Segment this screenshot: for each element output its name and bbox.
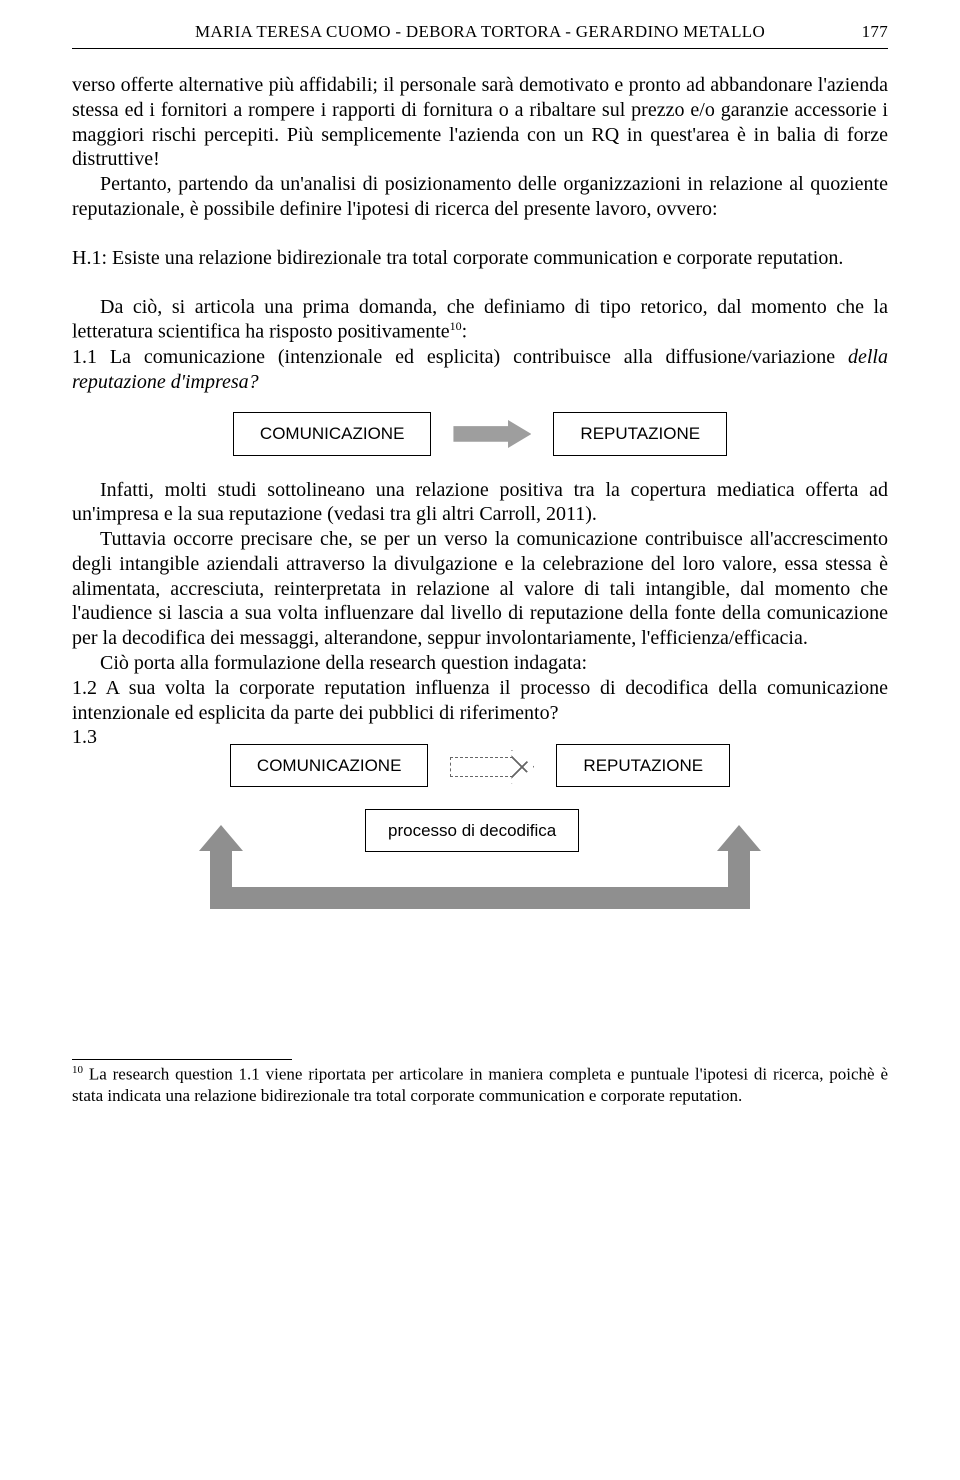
question-1-2: 1.2 A sua volta la corporate reputation …	[72, 676, 888, 726]
paragraph-3: Da ciò, si articola una prima domanda, c…	[72, 295, 888, 345]
page-number: 177	[862, 22, 888, 42]
diagram-1: COMUNICAZIONE REPUTAZIONE	[72, 412, 888, 455]
header-authors: MARIA TERESA CUOMO - DEBORA TORTORA - GE…	[195, 22, 765, 41]
arrow-right-solid-icon	[453, 420, 531, 448]
feedback-loop: processo di decodifica	[170, 809, 790, 929]
arrow-right-dashed-icon	[450, 750, 534, 782]
paragraph-6: Ciò porta alla formulazione della resear…	[72, 651, 888, 676]
body: verso offerte alternative più affidabili…	[72, 73, 888, 929]
paragraph-5: Tuttavia occorre precisare che, se per u…	[72, 527, 888, 651]
arrow-up-left-icon	[199, 825, 243, 851]
footnote-rule	[72, 1059, 292, 1060]
running-header: MARIA TERESA CUOMO - DEBORA TORTORA - GE…	[72, 22, 888, 44]
paragraph-1: verso offerte alternative più affidabili…	[72, 73, 888, 172]
arrow-up-right-icon	[717, 825, 761, 851]
diagram1-box-left: COMUNICAZIONE	[233, 412, 432, 455]
header-rule	[72, 48, 888, 49]
diagram1-box-right: REPUTAZIONE	[553, 412, 727, 455]
footnote-ref-10: 10	[450, 319, 462, 333]
question-1-1: 1.1 La comunicazione (intenzionale ed es…	[72, 345, 888, 395]
footnote-10: 10 La research question 1.1 viene riport…	[72, 1064, 888, 1106]
diagram2-box-right: REPUTAZIONE	[556, 744, 730, 787]
paragraph-4: Infatti, molti studi sottolineano una re…	[72, 478, 888, 528]
paragraph-2: Pertanto, partendo da un'analisi di posi…	[72, 172, 888, 222]
footnote-marker: 10	[72, 1064, 83, 1076]
footnote-text: La research question 1.1 viene riportata…	[72, 1065, 888, 1105]
diagram-2: COMUNICAZIONE REPUTAZIONE	[72, 744, 888, 787]
diagram2-box-left: COMUNICAZIONE	[230, 744, 429, 787]
hypothesis-1: H.1: Esiste una relazione bidirezionale …	[72, 246, 888, 271]
process-box: processo di decodifica	[365, 809, 579, 852]
